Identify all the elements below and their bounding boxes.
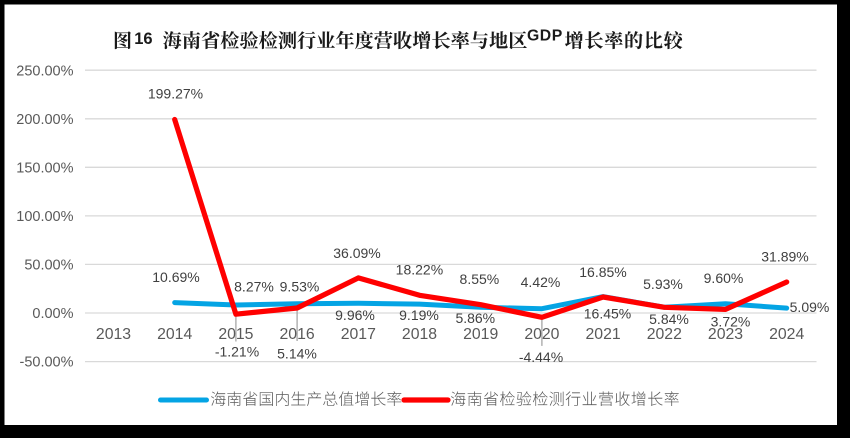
- svg-text:100.00%: 100.00%: [16, 209, 73, 225]
- svg-text:2024: 2024: [769, 326, 804, 343]
- svg-text:10.69%: 10.69%: [152, 269, 199, 285]
- svg-text:2015: 2015: [218, 326, 253, 343]
- svg-text:2022: 2022: [647, 326, 682, 343]
- svg-text:8.55%: 8.55%: [460, 271, 500, 287]
- svg-text:16.45%: 16.45%: [584, 306, 631, 322]
- svg-text:2013: 2013: [96, 326, 131, 343]
- svg-text:-4.44%: -4.44%: [519, 349, 563, 365]
- svg-text:9.19%: 9.19%: [399, 307, 439, 323]
- svg-text:-1.21%: -1.21%: [215, 344, 259, 360]
- svg-text:2019: 2019: [463, 326, 498, 343]
- svg-text:5.14%: 5.14%: [277, 346, 317, 362]
- svg-text:2014: 2014: [157, 326, 192, 343]
- svg-text:16: 16: [134, 30, 152, 48]
- svg-text:250.00%: 250.00%: [16, 63, 73, 79]
- svg-text:2018: 2018: [402, 326, 437, 343]
- svg-text:9.53%: 9.53%: [280, 279, 320, 295]
- svg-text:199.27%: 199.27%: [148, 86, 203, 102]
- svg-text:5.09%: 5.09%: [790, 299, 830, 315]
- svg-text:GDP: GDP: [527, 28, 563, 45]
- svg-text:18.22%: 18.22%: [396, 261, 443, 277]
- svg-text:2023: 2023: [708, 326, 743, 343]
- svg-text:2020: 2020: [524, 326, 559, 343]
- svg-text:9.60%: 9.60%: [704, 270, 744, 286]
- svg-text:8.27%: 8.27%: [234, 279, 274, 295]
- svg-text:16.85%: 16.85%: [579, 264, 626, 280]
- svg-text:4.42%: 4.42%: [521, 274, 561, 290]
- svg-text:5.84%: 5.84%: [649, 311, 689, 327]
- svg-text:0.00%: 0.00%: [32, 306, 73, 322]
- svg-text:36.09%: 36.09%: [333, 245, 380, 261]
- svg-text:3.72%: 3.72%: [711, 314, 751, 330]
- svg-text:2016: 2016: [280, 326, 315, 343]
- svg-text:2021: 2021: [586, 326, 621, 343]
- svg-text:50.00%: 50.00%: [24, 258, 73, 274]
- svg-text:31.89%: 31.89%: [761, 249, 808, 265]
- svg-text:2017: 2017: [341, 326, 376, 343]
- svg-text:5.93%: 5.93%: [643, 276, 683, 292]
- svg-text:9.96%: 9.96%: [335, 307, 375, 323]
- svg-text:200.00%: 200.00%: [16, 112, 73, 128]
- svg-text:5.86%: 5.86%: [455, 310, 495, 326]
- svg-text:-50.00%: -50.00%: [19, 355, 73, 371]
- svg-text:150.00%: 150.00%: [16, 161, 73, 177]
